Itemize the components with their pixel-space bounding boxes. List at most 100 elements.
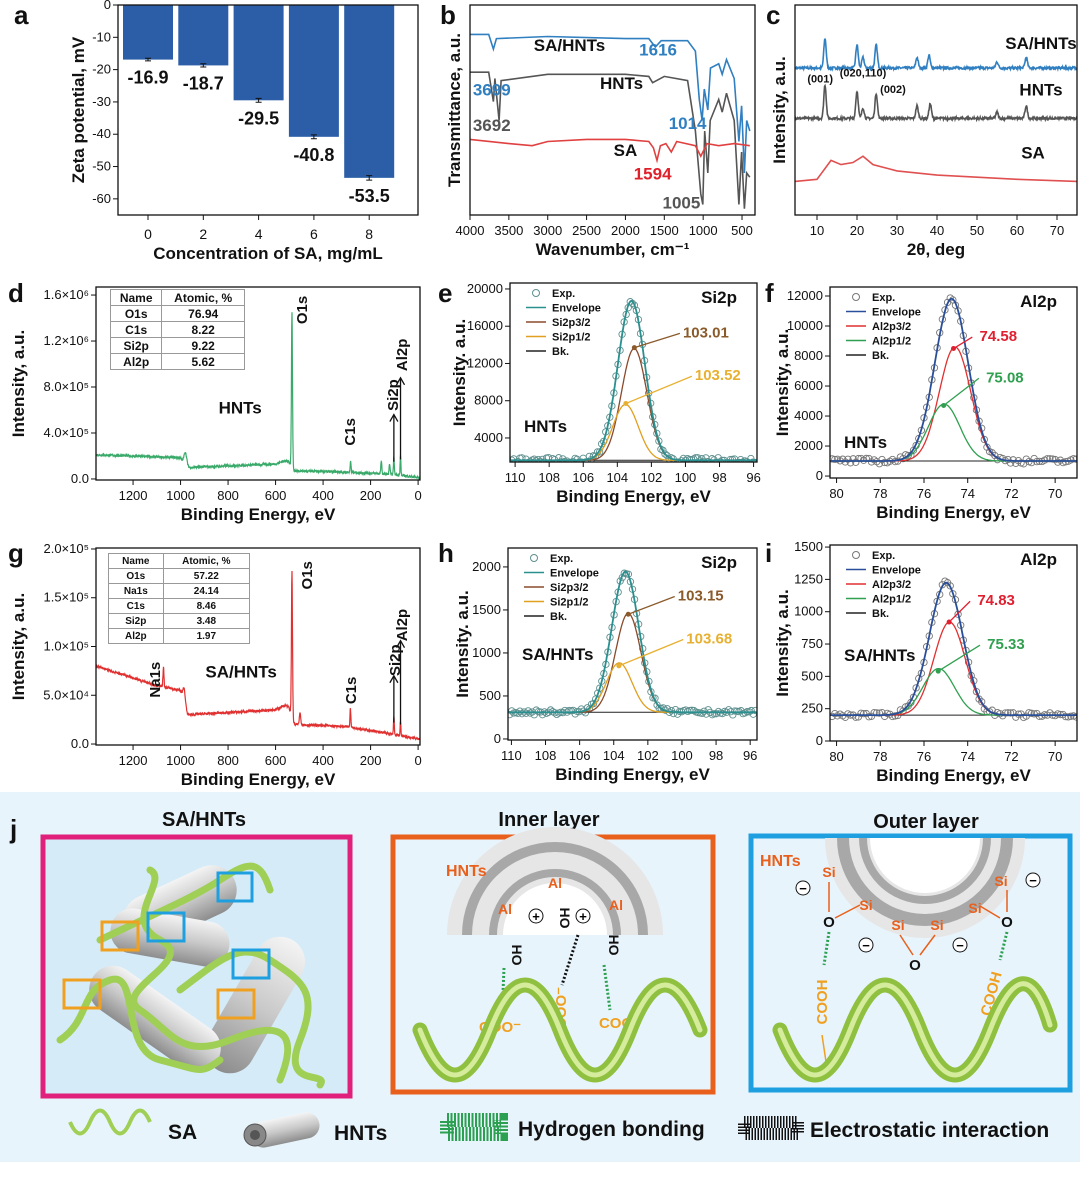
exp-data-point [663, 451, 671, 460]
x-tick-label: 3500 [494, 223, 523, 238]
exp-data-point [904, 451, 912, 460]
x-tick-label: 8 [365, 226, 373, 242]
y-tick-label: 2000 [794, 438, 823, 453]
y-tick-label: 0 [104, 0, 111, 12]
annotation-label: 75.33 [987, 636, 1025, 653]
x-axis-label: Binding Energy, eV [876, 766, 1031, 785]
legend-label: Bk. [872, 350, 889, 362]
legend-electrostatic-interaction: Electrostatic interaction [810, 1119, 1049, 1142]
panel-d: d 1200 1000 800 600 400 200 0 0.0 4.0×10⁵ 8.0×10⁵ 1… [8, 278, 422, 524]
x-tick-label: 106 [572, 470, 594, 485]
x-tick-label: 800 [217, 753, 239, 768]
oxygen-atom-label: O [823, 914, 835, 931]
y-tick-label: 8000 [794, 348, 823, 363]
table-header: Atomic, % [162, 553, 251, 569]
y-tick-label: 1000 [472, 645, 501, 660]
panel-g: g 1200 1000 800 600 400 200 0 0.0 5.0×10⁴ 1.0×10⁵ 1… [8, 538, 422, 789]
plot-area [795, 37, 1077, 183]
legend-label: Al2p3/2 [872, 579, 911, 591]
exp-data-point [1046, 455, 1054, 463]
table-row: C1s 8.22 [109, 321, 245, 338]
table-cell: 3.48 [162, 613, 251, 629]
x-tick-label: 70 [1050, 223, 1064, 238]
al-atom-label: Al [609, 897, 623, 913]
panel-letter-f: f [765, 278, 774, 308]
exp-data-point [946, 582, 954, 590]
x-tick-label: 104 [603, 748, 625, 763]
y-tick-label: 5.0×10⁴ [43, 687, 89, 702]
legend-label: Si2p3/2 [552, 317, 591, 329]
exp-data-point [867, 712, 876, 720]
exp-data-point [1061, 712, 1070, 721]
hydrogen-bond-site-marker [216, 871, 254, 903]
x-tick-label: 76 [917, 486, 931, 501]
sa-legend-icon [68, 1108, 152, 1136]
exp-data-point [1048, 455, 1057, 463]
al-atom-label: Al [548, 875, 562, 891]
sa-chain [96, 862, 274, 944]
exp-data-point [899, 455, 907, 463]
annotation-label: 3699 [473, 80, 511, 99]
y-tick-label: 12000 [467, 355, 503, 370]
peak-arrow [953, 336, 973, 350]
survey-spectrum [96, 570, 420, 741]
x-tick-label: 110 [501, 748, 522, 763]
y-tick-label: 1000 [794, 604, 823, 619]
annotation-label: 103.68 [686, 630, 732, 647]
hydroxyl-label: HO [606, 935, 622, 956]
hydroxyl-label: HO [557, 908, 573, 929]
plot-frame [829, 544, 1078, 742]
minus-sign: − [862, 938, 870, 953]
inner-layer-illustration: HNTs Al Al Al HO HO HO + + COO⁻ COO⁻ COO… [390, 827, 716, 1095]
y-axis-label: Intensity. a.u. [453, 590, 472, 697]
electrostatic-line [560, 934, 580, 986]
peak-arrow [634, 332, 681, 349]
electrostatic-site-marker [216, 988, 256, 1020]
x-axis-label: Wavenumber, cm⁻¹ [536, 240, 690, 259]
table-cell: 8.22 [161, 321, 245, 338]
table-header: Name [109, 289, 163, 306]
si-atom-label: Si [822, 864, 835, 880]
x-tick-label: 20 [850, 223, 864, 238]
exp-data-point [747, 706, 755, 715]
annotation-label: (002) [880, 84, 906, 96]
peak-label: O1s [299, 561, 316, 589]
x-tick-label: 78 [873, 486, 887, 501]
x-axis-label: Binding Energy, eV [556, 487, 711, 506]
annotation-label: SA/HNTs [534, 36, 605, 55]
hnts-composition-table: Name Atomic, % O1s 76.94 C1s 8.22 Si2p 9.22 … [109, 289, 245, 370]
bar-value-label: -40.8 [293, 145, 334, 165]
x-tick-label: 102 [641, 470, 663, 485]
x-tick-label: 0 [144, 226, 152, 242]
exp-data-point [739, 458, 747, 462]
table-cell: Al2p [108, 628, 164, 644]
y-tick-label: 4000 [474, 430, 503, 445]
legend-label: Envelope [552, 303, 601, 315]
table-row: Si2p 3.48 [108, 613, 251, 629]
title-outer-layer: Outer layer [873, 811, 979, 833]
exp-data-point [661, 450, 669, 458]
peak-label: Si2p [385, 379, 402, 411]
legend-label: Bk. [550, 611, 567, 623]
si-atom-label: Si [994, 873, 1007, 889]
electrostatic-site-marker [62, 978, 102, 1010]
y-tick-label: 8.0×10⁵ [43, 379, 89, 394]
annotation-label: SA [1021, 143, 1045, 162]
negative-charge-icon: − [858, 937, 874, 953]
bar [233, 5, 284, 101]
y-tick-label: -40 [92, 126, 111, 141]
bar [178, 5, 229, 66]
exp-data-point [532, 706, 540, 714]
y-tick-label: 4.0×10⁵ [43, 425, 89, 440]
table-row: Si2p 9.22 [109, 337, 245, 354]
legend-hnts: HNTs [334, 1122, 387, 1145]
y-tick-label: 1.5×10⁵ [43, 590, 89, 605]
y-axis-label: Intensity, a.u. [9, 330, 28, 437]
hydrogen-bond-site-marker [231, 948, 271, 980]
plot-area [508, 569, 757, 719]
y-tick-label: 0 [494, 731, 501, 746]
minus-sign: − [799, 881, 807, 896]
annotation-label: 74.58 [980, 328, 1018, 345]
exp-data-point [865, 713, 873, 721]
plot-frame [794, 4, 1078, 216]
